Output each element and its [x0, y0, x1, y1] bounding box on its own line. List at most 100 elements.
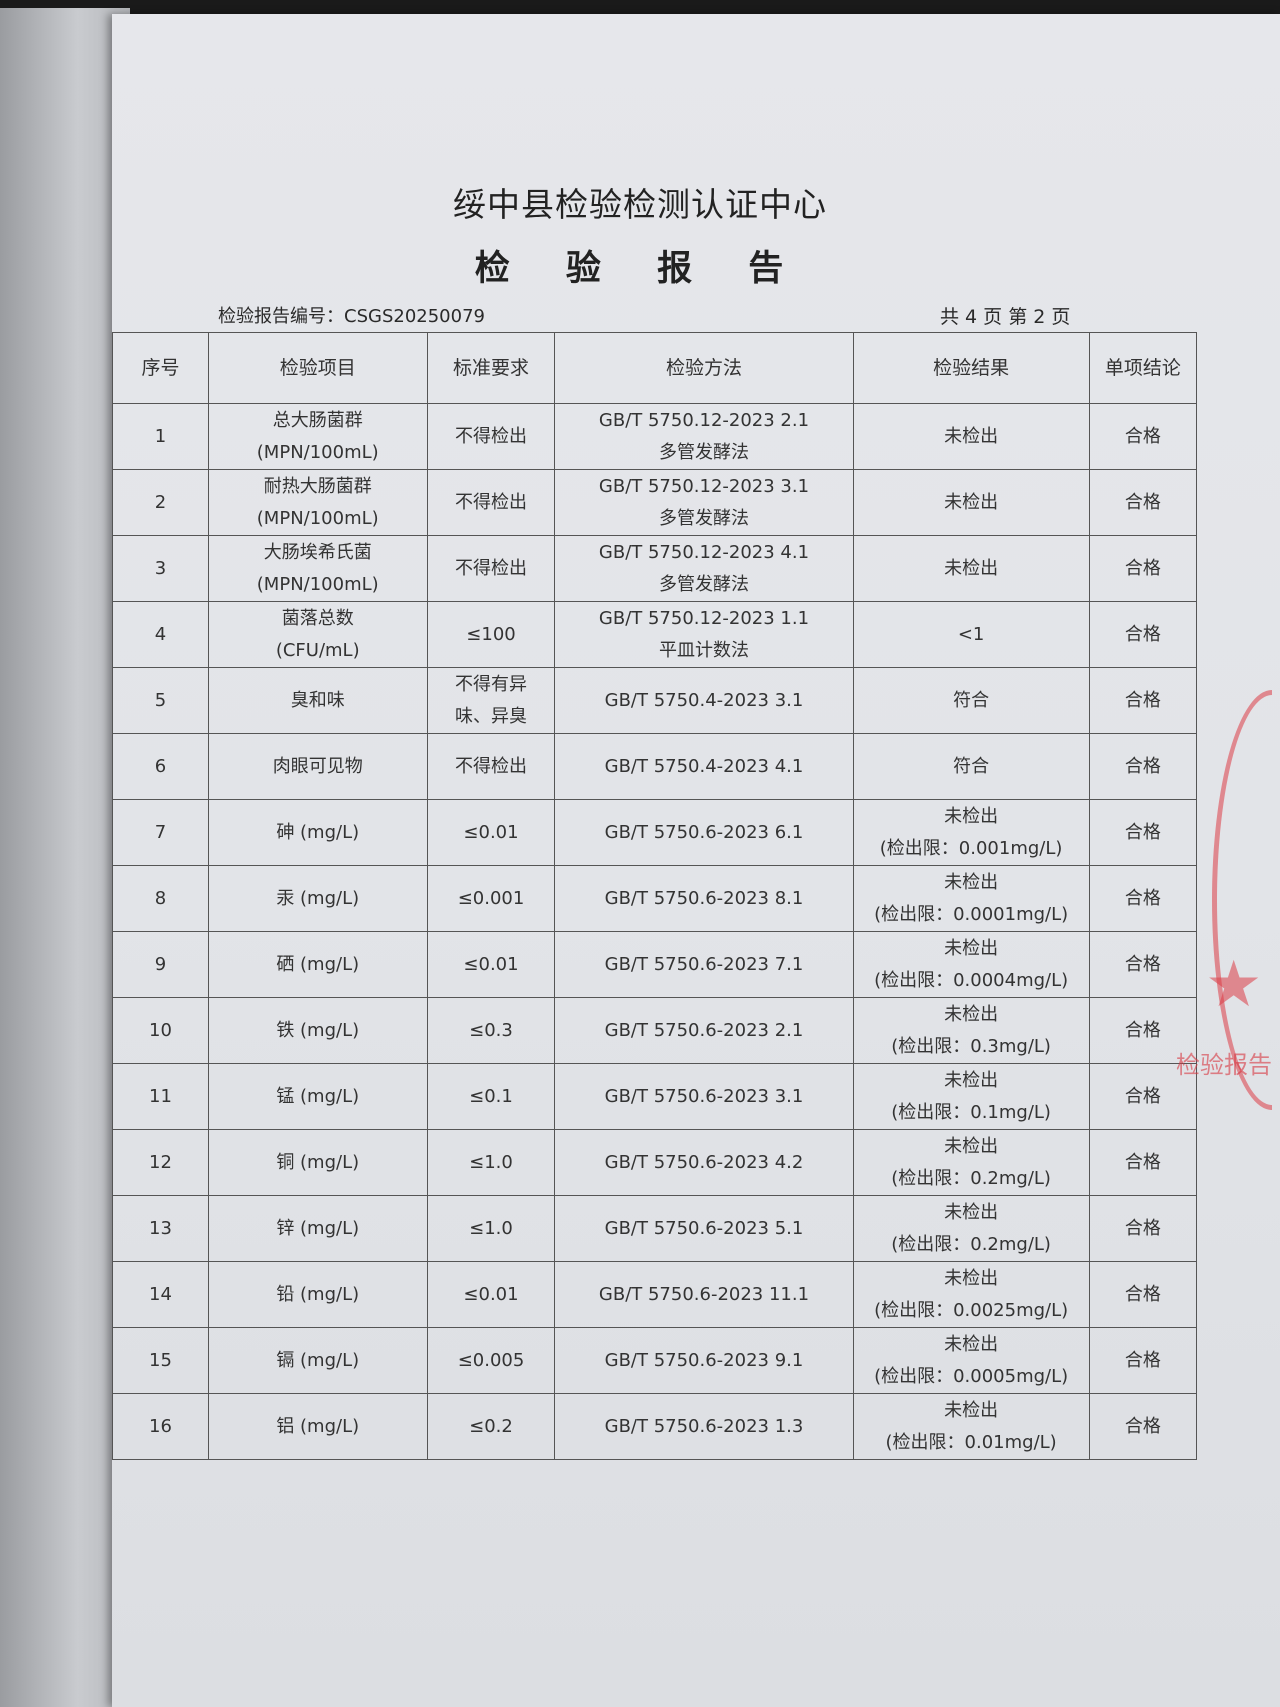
cell-row-number: 12 — [112, 1129, 209, 1196]
cell-test-method: GB/T 5750.6-2023 2.1 — [554, 997, 854, 1064]
cell-conclusion: 合格 — [1088, 1129, 1198, 1196]
page-info: 共 4 页 第 2 页 — [940, 306, 1071, 328]
table-row: 3 大肠埃希氏菌 (MPN/100mL) 不得检出 GB/T 5750.12-2023… — [112, 535, 1198, 602]
cell-conclusion: 合格 — [1088, 535, 1198, 602]
cell-test-result: 符合 — [852, 667, 1090, 734]
cell-conclusion: 合格 — [1088, 1195, 1198, 1262]
cell-test-item: 总大肠菌群 (MPN/100mL) — [207, 403, 428, 470]
cell-standard-requirement: ≤0.2 — [426, 1393, 556, 1460]
column-header-test-result: 检验结果 — [852, 332, 1090, 404]
cell-row-number: 4 — [112, 601, 209, 668]
cell-row-number: 2 — [112, 469, 209, 536]
cell-conclusion: 合格 — [1088, 931, 1198, 998]
cell-test-result: <1 — [852, 601, 1090, 668]
table-row: 10 铁 (mg/L) ≤0.3 GB/T 5750.6-2023 2.1 未检出 (检… — [112, 997, 1198, 1064]
cell-test-method: GB/T 5750.4-2023 3.1 — [554, 667, 854, 734]
cell-standard-requirement: ≤0.1 — [426, 1063, 556, 1130]
cell-test-item: 砷 (mg/L) — [207, 799, 428, 866]
cell-test-result: 未检出 (检出限：0.2mg/L) — [852, 1195, 1090, 1262]
cell-conclusion: 合格 — [1088, 865, 1198, 932]
cell-test-method: GB/T 5750.6-2023 7.1 — [554, 931, 854, 998]
cell-conclusion: 合格 — [1088, 667, 1198, 734]
cell-conclusion: 合格 — [1088, 1063, 1198, 1130]
cell-test-item: 铁 (mg/L) — [207, 997, 428, 1064]
cell-row-number: 8 — [112, 865, 209, 932]
column-header-row-number: 序号 — [112, 332, 209, 404]
cell-test-method: GB/T 5750.12-2023 4.1 多管发酵法 — [554, 535, 854, 602]
cell-test-item: 锰 (mg/L) — [207, 1063, 428, 1130]
cell-test-method: GB/T 5750.6-2023 1.3 — [554, 1393, 854, 1460]
cell-row-number: 16 — [112, 1393, 209, 1460]
cell-test-result: 未检出 (检出限：0.2mg/L) — [852, 1129, 1090, 1196]
cell-test-method: GB/T 5750.12-2023 2.1 多管发酵法 — [554, 403, 854, 470]
cell-row-number: 11 — [112, 1063, 209, 1130]
cell-test-result: 未检出 (检出限：0.0025mg/L) — [852, 1261, 1090, 1328]
table-row: 4 菌落总数 (CFU/mL) ≤100 GB/T 5750.12-2023 1.1 … — [112, 601, 1198, 668]
table-row: 12 铜 (mg/L) ≤1.0 GB/T 5750.6-2023 4.2 未检出 (检… — [112, 1129, 1198, 1196]
table-row: 6 肉眼可见物 不得检出 GB/T 5750.4-2023 4.1 符合 合格 — [112, 733, 1198, 800]
cell-row-number: 7 — [112, 799, 209, 866]
table-row: 15 镉 (mg/L) ≤0.005 GB/T 5750.6-2023 9.1 未检出 … — [112, 1327, 1198, 1394]
column-header-test-item: 检验项目 — [207, 332, 428, 404]
cell-conclusion: 合格 — [1088, 1327, 1198, 1394]
cell-test-method: GB/T 5750.4-2023 4.1 — [554, 733, 854, 800]
cell-conclusion: 合格 — [1088, 469, 1198, 536]
cell-standard-requirement: ≤0.01 — [426, 931, 556, 998]
column-header-conclusion: 单项结论 — [1088, 332, 1198, 404]
cell-standard-requirement: ≤1.0 — [426, 1129, 556, 1196]
table-row: 13 锌 (mg/L) ≤1.0 GB/T 5750.6-2023 5.1 未检出 (检… — [112, 1195, 1198, 1262]
organization-title: 绥中县检验检测认证中心 — [453, 185, 827, 224]
cell-standard-requirement: ≤1.0 — [426, 1195, 556, 1262]
cell-test-item: 大肠埃希氏菌 (MPN/100mL) — [207, 535, 428, 602]
stamp-star-icon: ★ — [1205, 948, 1263, 1022]
cell-conclusion: 合格 — [1088, 601, 1198, 668]
cell-test-method: GB/T 5750.6-2023 6.1 — [554, 799, 854, 866]
column-header-standard-requirement: 标准要求 — [426, 332, 556, 404]
table-row: 11 锰 (mg/L) ≤0.1 GB/T 5750.6-2023 3.1 未检出 (检… — [112, 1063, 1198, 1130]
report-number: 检验报告编号：CSGS20250079 — [218, 306, 485, 327]
cell-conclusion: 合格 — [1088, 733, 1198, 800]
cell-test-result: 未检出 (检出限：0.001mg/L) — [852, 799, 1090, 866]
cell-test-method: GB/T 5750.6-2023 5.1 — [554, 1195, 854, 1262]
cell-test-result: 未检出 — [852, 535, 1090, 602]
cell-conclusion: 合格 — [1088, 997, 1198, 1064]
cell-test-result: 未检出 (检出限：0.1mg/L) — [852, 1063, 1090, 1130]
cell-test-result: 未检出 (检出限：0.0001mg/L) — [852, 865, 1090, 932]
table-row: 14 铅 (mg/L) ≤0.01 GB/T 5750.6-2023 11.1 未检出 … — [112, 1261, 1198, 1328]
cell-test-method: GB/T 5750.6-2023 4.2 — [554, 1129, 854, 1196]
cell-standard-requirement: ≤0.3 — [426, 997, 556, 1064]
cell-standard-requirement: ≤0.005 — [426, 1327, 556, 1394]
cell-row-number: 5 — [112, 667, 209, 734]
cell-row-number: 13 — [112, 1195, 209, 1262]
cell-test-item: 铜 (mg/L) — [207, 1129, 428, 1196]
cell-test-item: 汞 (mg/L) — [207, 865, 428, 932]
cell-row-number: 9 — [112, 931, 209, 998]
cell-test-item: 硒 (mg/L) — [207, 931, 428, 998]
cell-standard-requirement: ≤0.01 — [426, 1261, 556, 1328]
cell-test-item: 菌落总数 (CFU/mL) — [207, 601, 428, 668]
cell-row-number: 6 — [112, 733, 209, 800]
cell-test-method: GB/T 5750.6-2023 9.1 — [554, 1327, 854, 1394]
cell-standard-requirement: ≤0.01 — [426, 799, 556, 866]
cell-standard-requirement: ≤100 — [426, 601, 556, 668]
cell-test-result: 未检出 (检出限：0.01mg/L) — [852, 1393, 1090, 1460]
cell-test-method: GB/T 5750.12-2023 3.1 多管发酵法 — [554, 469, 854, 536]
table-header: 序号 检验项目 标准要求 检验方法 检验结果 单项结论 — [112, 332, 1198, 404]
cell-test-result: 未检出 — [852, 403, 1090, 470]
report-title: 检 验 报 告 — [474, 249, 806, 289]
results-table: 序号 检验项目 标准要求 检验方法 检验结果 单项结论 1 总大肠菌群 (MPN/100mL… — [112, 332, 1198, 1460]
cell-test-item: 耐热大肠菌群 (MPN/100mL) — [207, 469, 428, 536]
cell-test-item: 臭和味 — [207, 667, 428, 734]
table-row: 2 耐热大肠菌群 (MPN/100mL) 不得检出 GB/T 5750.12-2023… — [112, 469, 1198, 536]
cell-conclusion: 合格 — [1088, 799, 1198, 866]
cell-standard-requirement: 不得有异 味、异臭 — [426, 667, 556, 734]
cell-test-item: 铅 (mg/L) — [207, 1261, 428, 1328]
cell-standard-requirement: 不得检出 — [426, 733, 556, 800]
cell-test-item: 镉 (mg/L) — [207, 1327, 428, 1394]
cell-test-method: GB/T 5750.12-2023 1.1 平皿计数法 — [554, 601, 854, 668]
cell-conclusion: 合格 — [1088, 403, 1198, 470]
cell-test-method: GB/T 5750.6-2023 8.1 — [554, 865, 854, 932]
